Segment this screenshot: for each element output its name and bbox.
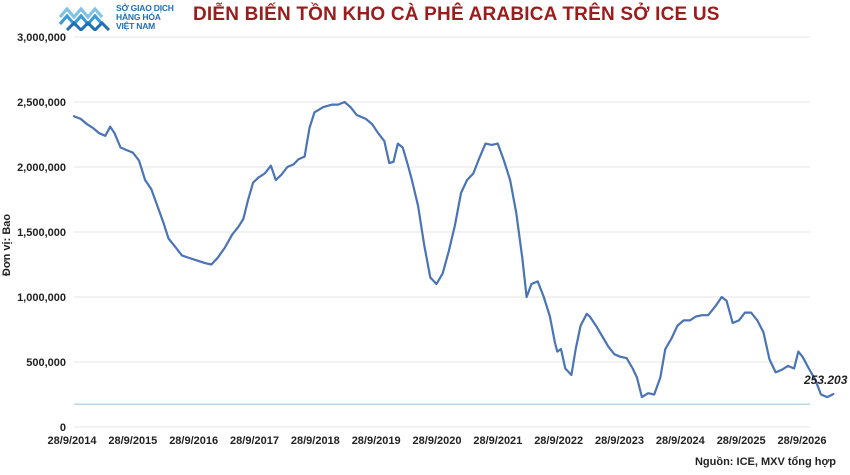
gridlines bbox=[74, 36, 810, 428]
x-tick-label: 28/9/2022 bbox=[534, 435, 583, 447]
y-tick-label: 1,500,000 bbox=[17, 227, 66, 239]
x-axis-ticks: 28/9/2014 28/9/2015 28/9/2016 28/9/2017 28/9… bbox=[48, 435, 827, 447]
x-tick-label: 28/9/2015 bbox=[108, 435, 157, 447]
x-tick-label: 28/9/2018 bbox=[291, 435, 340, 447]
y-axis-ticks: 0 500,000 1,000,000 1,500,000 2,000,000 2,500… bbox=[17, 32, 66, 434]
x-tick-label: 28/9/2024 bbox=[656, 435, 706, 447]
last-value-label: 253.203 bbox=[803, 373, 848, 387]
y-tick-label: 1,000,000 bbox=[17, 292, 66, 304]
logo-line-3: VIỆT NAM bbox=[116, 21, 156, 31]
logo-line-1: SỞ GIAO DỊCH bbox=[116, 3, 174, 13]
y-tick-label: 0 bbox=[60, 422, 66, 434]
logo-text: SỞ GIAO DỊCH HÀNG HÓA VIỆT NAM bbox=[116, 4, 174, 31]
series-line bbox=[72, 100, 835, 399]
logo-mark-icon bbox=[58, 6, 111, 31]
chart-title: DIỄN BIẾN TỒN KHO CÀ PHÊ ARABICA TRÊN SỞ… bbox=[193, 4, 720, 25]
x-tick-label: 28/9/2020 bbox=[413, 435, 462, 447]
x-tick-label: 28/9/2026 bbox=[778, 435, 827, 447]
logo-line-2: HÀNG HÓA bbox=[116, 12, 161, 22]
x-tick-label: 28/9/2025 bbox=[717, 435, 766, 447]
source-note: Nguồn: ICE, MXV tổng hợp bbox=[694, 456, 836, 468]
y-axis-label: Đơn vị: Bao bbox=[1, 214, 13, 276]
x-tick-label: 28/9/2023 bbox=[595, 435, 644, 447]
y-tick-label: 3,000,000 bbox=[17, 32, 66, 44]
x-tick-label: 28/9/2017 bbox=[230, 435, 279, 447]
x-tick-label: 28/9/2021 bbox=[473, 435, 522, 447]
x-tick-label: 28/9/2019 bbox=[352, 435, 401, 447]
y-tick-label: 2,500,000 bbox=[17, 97, 66, 109]
logo: SỞ GIAO DỊCH HÀNG HÓA VIỆT NAM bbox=[58, 3, 188, 33]
y-tick-label: 2,000,000 bbox=[17, 162, 66, 174]
series bbox=[72, 100, 835, 399]
x-tick-label: 28/9/2016 bbox=[169, 435, 218, 447]
y-tick-label: 500,000 bbox=[26, 357, 66, 369]
x-tick-label: 28/9/2014 bbox=[48, 435, 98, 447]
